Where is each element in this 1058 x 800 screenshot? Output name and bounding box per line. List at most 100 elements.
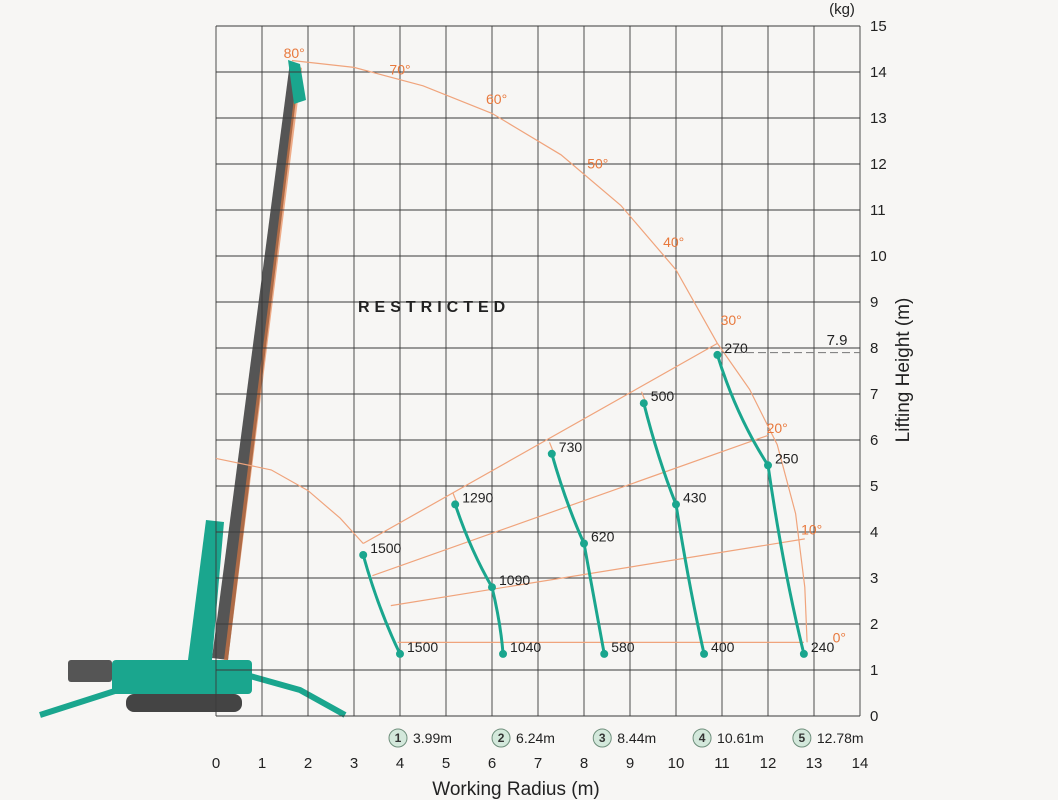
boom-angle-label: 10° (801, 521, 822, 537)
load-capacity-label: 1500 (407, 639, 438, 655)
x-tick-label: 8 (580, 755, 588, 772)
load-point (639, 399, 648, 408)
x-tick-label: 4 (396, 755, 404, 772)
x-tick-label: 10 (668, 755, 685, 772)
y-axis-title: Lifting Height (m) (893, 298, 914, 443)
x-tick-label: 14 (852, 755, 869, 772)
y-tick-label: 12 (870, 156, 887, 173)
x-tick-label: 2 (304, 755, 312, 772)
radius-badge-number: 2 (498, 731, 505, 745)
radius-badge-number: 3 (599, 731, 606, 745)
radius-badge (792, 728, 812, 748)
outer-radius-arc (716, 343, 808, 643)
y-tick-label: 10 (870, 248, 887, 265)
load-capacity-label: 500 (651, 388, 675, 404)
load-curve-4 (642, 401, 706, 656)
load-point (799, 649, 808, 658)
x-tick-label: 7 (534, 755, 542, 772)
y-tick-label: 8 (870, 340, 878, 357)
load-point (580, 539, 588, 548)
boom-angle-label: 60° (486, 91, 507, 107)
boom-angle-label: 0° (833, 629, 846, 645)
load-curve-5 (715, 353, 806, 656)
x-axis-title: Working Radius (m) (432, 779, 600, 800)
load-point (600, 649, 609, 658)
radius-value-label: 3.99m (413, 730, 452, 746)
load-curves (359, 350, 808, 658)
radius-badge-number: 5 (799, 731, 806, 745)
radius-badge (592, 728, 612, 748)
load-capacity-label: 430 (683, 489, 707, 505)
load-point (700, 649, 709, 658)
y-tick-label: 6 (870, 432, 878, 449)
y-tick-label: 3 (870, 570, 878, 587)
x-tick-label: 3 (350, 755, 358, 772)
boom-angle-label: 40° (663, 234, 684, 250)
load-capacity-label: 730 (559, 439, 583, 455)
boom-shape (212, 62, 300, 660)
max-height-label: 7.9 (827, 332, 848, 349)
y-tick-label: 15 (870, 18, 887, 35)
radius-value-label: 8.44m (617, 730, 656, 746)
boom-angle-20-line (372, 434, 769, 577)
boom-angle-label: 70° (389, 61, 410, 77)
crane-body (112, 660, 252, 694)
x-tick-label: 6 (488, 755, 496, 772)
y-tick-label: 7 (870, 386, 878, 403)
load-capacity-label: 270 (724, 340, 748, 356)
radius-value-label: 10.61m (717, 730, 764, 746)
radius-value-label: 12.78m (817, 730, 864, 746)
radius-badge (692, 728, 712, 748)
y-tick-label: 0 (870, 708, 878, 725)
boom-angle-label: 50° (587, 156, 608, 172)
y-tick-label: 4 (870, 524, 878, 541)
crawler-track (126, 694, 242, 712)
load-capacity-label: 240 (811, 639, 835, 655)
load-capacity-label: 1090 (499, 572, 530, 588)
radius-value-label: 6.24m (516, 730, 555, 746)
x-tick-label: 13 (806, 755, 823, 772)
chart-labels: 0 1 2 3 4 5 6 7 8 9 10 11 12 13 1401234567891011121314… (212, 18, 887, 772)
load-capacity-label: 580 (611, 639, 635, 655)
load-point (764, 461, 772, 470)
boom-angle-label: 30° (721, 312, 742, 328)
load-capacity-label: 1500 (370, 540, 401, 556)
load-point (488, 583, 496, 592)
y-tick-label: 13 (870, 110, 887, 127)
load-point (713, 350, 722, 359)
restricted-region-label: RESTRICTED (358, 299, 510, 316)
load-point (359, 551, 368, 559)
radius-badge-number: 4 (699, 731, 706, 745)
load-curve-1 (361, 553, 402, 656)
y-tick-label: 5 (870, 478, 878, 495)
crane-illustration (39, 60, 347, 718)
load-point (396, 649, 404, 658)
y-tick-label: 2 (870, 616, 878, 633)
operator-seat (68, 660, 112, 682)
restricted-outer-arc (291, 59, 718, 344)
right-outrigger (249, 673, 347, 718)
y-tick-label: 11 (870, 202, 886, 219)
radius-badge (491, 728, 511, 748)
chart-grid (215, 25, 861, 717)
load-capacity-label: 400 (711, 639, 735, 655)
boom-angle-30-line (362, 342, 718, 545)
y-tick-label: 14 (870, 64, 887, 81)
load-curve-2 (453, 502, 505, 656)
load-point (499, 649, 508, 658)
x-tick-label: 1 (258, 755, 266, 772)
x-tick-label: 0 (212, 755, 220, 772)
boom-angle-label: 80° (284, 45, 305, 61)
x-tick-label: 12 (760, 755, 777, 772)
boom-angle-10-line (390, 538, 805, 607)
load-capacity-label: 1040 (510, 639, 541, 655)
load-point (672, 500, 680, 509)
y-tick-label: 9 (870, 294, 878, 311)
boom-edge (224, 66, 302, 660)
left-outrigger (39, 687, 119, 718)
x-tick-label: 5 (442, 755, 450, 772)
restricted-inner-arc (215, 457, 364, 544)
load-capacity-label: 250 (775, 450, 799, 466)
radius-badge-number: 1 (395, 731, 402, 745)
y-tick-label: 1 (870, 662, 878, 679)
